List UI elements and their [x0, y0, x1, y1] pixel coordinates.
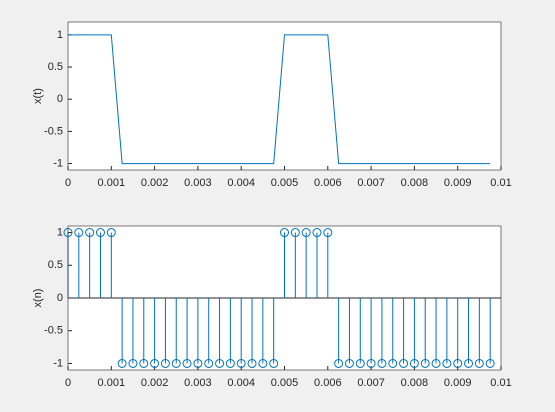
- stem-marker: [464, 358, 474, 368]
- stem-marker: [420, 358, 430, 368]
- x-tick-label: 0.007: [357, 177, 385, 189]
- stem-marker: [409, 358, 419, 368]
- x-tick-label: 0.008: [401, 177, 429, 189]
- axes-box: [67, 21, 502, 171]
- stem-marker: [150, 358, 160, 368]
- stem-marker: [355, 358, 365, 368]
- x-tick-label: 0.01: [490, 377, 511, 389]
- stem-marker: [215, 358, 225, 368]
- stem-marker: [117, 358, 127, 368]
- stem-marker: [128, 358, 138, 368]
- y-tick-label: -0.5: [44, 125, 63, 137]
- stem-marker: [442, 358, 452, 368]
- stem-marker: [106, 228, 116, 238]
- x-tick-label: 0.005: [271, 377, 299, 389]
- y-tick-label: 0.5: [48, 61, 63, 73]
- axes-box: [67, 225, 502, 371]
- stem-marker: [453, 358, 463, 368]
- stem-marker: [139, 358, 149, 368]
- x-tick-label: 0.001: [98, 177, 126, 189]
- stem-marker: [377, 358, 387, 368]
- x-tick-label: 0.007: [357, 377, 385, 389]
- x-tick-label: 0.001: [98, 377, 126, 389]
- x-tick-label: 0.006: [314, 377, 342, 389]
- stem-marker: [334, 358, 344, 368]
- y-tick-label: 0.5: [48, 259, 63, 271]
- stem-marker: [301, 228, 311, 238]
- y-axis-label: x(t): [32, 88, 44, 104]
- stem-marker: [204, 358, 214, 368]
- y-tick-label: 1: [57, 29, 63, 41]
- stem-marker: [474, 358, 484, 368]
- x-tick-label: 0: [65, 377, 71, 389]
- x-tick-label: 0.006: [314, 177, 342, 189]
- x-tick-label: 0.008: [401, 377, 429, 389]
- stem-marker: [269, 358, 279, 368]
- stem-marker: [95, 228, 105, 238]
- x-tick-label: 0.009: [444, 177, 472, 189]
- stem-marker: [193, 358, 203, 368]
- stem-marker: [74, 228, 84, 238]
- stem-marker: [182, 358, 192, 368]
- x-tick-label: 0.005: [271, 177, 299, 189]
- y-tick-label: -1: [53, 357, 63, 369]
- stem-marker: [280, 228, 289, 238]
- stem-marker: [388, 358, 398, 368]
- stem-marker: [323, 228, 333, 238]
- x-tick-label: 0.01: [490, 177, 511, 189]
- y-axis-label: x(n): [32, 289, 44, 308]
- stem-marker: [225, 358, 235, 368]
- stem-marker: [160, 358, 170, 368]
- x-tick-label: 0.004: [227, 377, 255, 389]
- y-tick-label: -0.5: [44, 325, 63, 337]
- stem-marker: [485, 358, 495, 368]
- stem-marker: [290, 228, 300, 238]
- stem-marker: [344, 358, 354, 368]
- axes-background: [68, 22, 501, 170]
- x-tick-label: 0.004: [227, 177, 255, 189]
- x-tick-label: 0.002: [141, 177, 169, 189]
- y-tick-label: -1: [53, 157, 63, 169]
- x-tick-label: 0: [65, 177, 71, 189]
- stem-marker: [247, 358, 257, 368]
- y-tick-label: 0: [57, 292, 63, 304]
- x-tick-label: 0.003: [184, 177, 212, 189]
- stem-marker: [366, 358, 376, 368]
- x-tick-label: 0.009: [444, 377, 472, 389]
- y-tick-label: 1: [57, 226, 63, 238]
- stem-marker: [258, 358, 268, 368]
- x-tick-label: 0.003: [184, 377, 212, 389]
- signal-line: [68, 34, 491, 165]
- stem-marker: [171, 358, 181, 368]
- stem-marker: [236, 358, 246, 368]
- x-tick-label: 0.002: [141, 377, 169, 389]
- stem-marker: [431, 358, 441, 368]
- stem-marker: [85, 228, 95, 238]
- y-tick-label: 0: [57, 93, 63, 105]
- stem-marker: [399, 358, 409, 368]
- stem-marker: [312, 228, 322, 238]
